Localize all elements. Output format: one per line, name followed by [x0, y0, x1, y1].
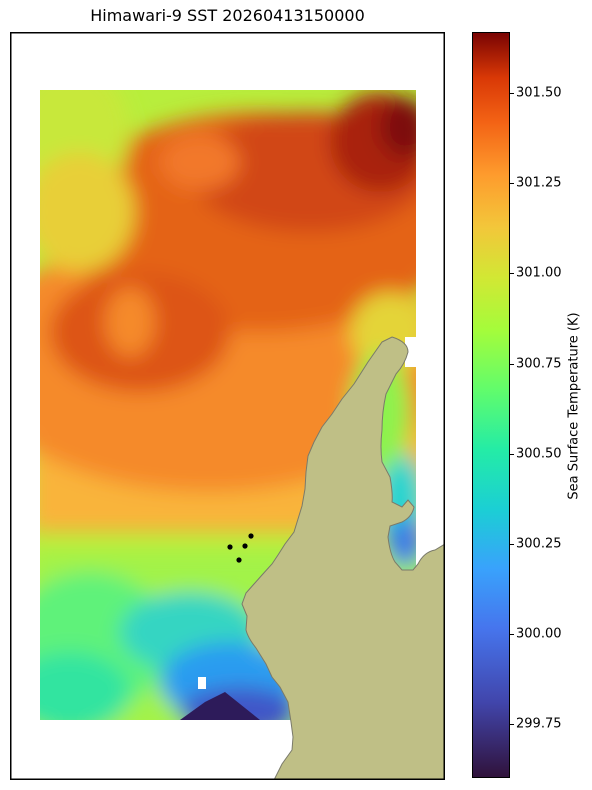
colorbar-tick-mark: [510, 543, 514, 545]
map-frame: [10, 32, 445, 780]
station-marker: [242, 543, 248, 549]
colorbar-tick-mark: [510, 363, 514, 365]
colorbar-tick-label: 300.50: [516, 446, 562, 462]
colorbar-tick-label: 300.75: [516, 356, 562, 372]
colorbar-tick-mark: [510, 93, 514, 95]
station-marker: [236, 557, 242, 563]
map-title: Himawari-9 SST 20260413150000: [90, 6, 365, 25]
map-panel: [10, 32, 445, 780]
colorbar-tick-label: 300.25: [516, 536, 562, 552]
station-marker: [227, 544, 233, 550]
colorbar-tick-label: 301.25: [516, 175, 562, 191]
colorbar-tick-label: 299.75: [516, 716, 562, 732]
colorbar-tick-mark: [510, 633, 514, 635]
colorbar-tick-mark: [510, 453, 514, 455]
colorbar-tick-mark: [510, 273, 514, 275]
colorbar-label: Sea Surface Temperature (K): [566, 312, 582, 500]
colorbar: [472, 32, 510, 778]
colorbar-tick-mark: [510, 183, 514, 185]
colorbar-tick-label: 301.50: [516, 85, 562, 101]
station-marker: [248, 533, 254, 539]
colorbar-tick-label: 301.00: [516, 265, 562, 281]
colorbar-tick-label: 300.00: [516, 626, 562, 642]
colorbar-tick-mark: [510, 723, 514, 725]
land-mass: [241, 336, 445, 780]
